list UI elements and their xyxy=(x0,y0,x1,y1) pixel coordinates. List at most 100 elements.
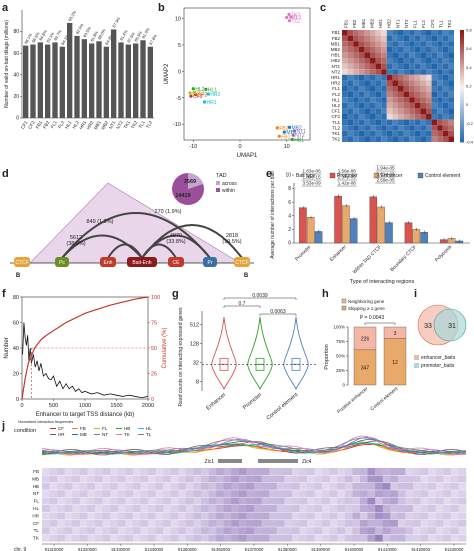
heatmap-cell xyxy=(448,136,454,142)
heatmap-cell xyxy=(375,534,384,542)
heatmap-cell xyxy=(364,46,370,53)
point xyxy=(282,130,286,134)
heatmap-cell xyxy=(431,86,438,92)
heatmap-cell xyxy=(448,35,454,42)
heatmap-cell xyxy=(276,505,285,512)
heatmap-cell xyxy=(238,512,247,520)
heatmap-cell xyxy=(299,512,308,520)
heatmap-cell xyxy=(352,497,361,505)
heatmap-cell xyxy=(344,482,353,490)
heatmap-cell xyxy=(442,114,449,120)
heatmap-cell xyxy=(431,58,438,64)
heatmap-cell xyxy=(95,497,103,505)
heatmap-cell xyxy=(291,490,300,498)
heatmap-cell xyxy=(448,102,454,109)
heatmap-cell xyxy=(276,497,285,505)
heatmap-cell xyxy=(358,91,365,98)
point-label: MB1 xyxy=(286,130,297,136)
y-axis-label: UMAP2 xyxy=(164,63,170,84)
bar xyxy=(118,42,124,118)
heatmap-cell xyxy=(246,490,255,498)
heatmap-cell xyxy=(178,497,187,505)
point-label: HB1 xyxy=(294,137,304,143)
row-label: TK xyxy=(33,536,40,541)
heatmap-cell xyxy=(238,490,247,498)
heatmap-cell xyxy=(420,534,429,542)
heatmap-cell xyxy=(398,91,404,98)
heatmap-cell xyxy=(276,534,285,542)
bar-data-label: 66.5% xyxy=(31,31,41,44)
heatmap-cell xyxy=(132,475,141,483)
heatmap-cell xyxy=(307,512,315,520)
heatmap-cell xyxy=(386,41,393,47)
heatmap-cell xyxy=(442,58,449,64)
heatmap-cell xyxy=(386,30,393,36)
heatmap-cell xyxy=(155,534,164,542)
legend-label: enhancer_baits xyxy=(421,355,456,361)
heatmap-cell xyxy=(140,505,149,512)
row-label: FB2 xyxy=(332,36,341,41)
heatmap-cell xyxy=(57,475,66,483)
heatmap-cell xyxy=(110,505,119,512)
heatmap-cell xyxy=(409,63,415,70)
heatmap-cell xyxy=(382,497,391,505)
heatmap-cell xyxy=(375,125,382,131)
bar xyxy=(314,231,323,244)
heatmap-cell xyxy=(443,497,452,505)
heatmap-cell xyxy=(347,52,354,58)
heatmap-cell xyxy=(450,475,459,483)
heatmap-cell xyxy=(299,527,308,535)
heatmap-cell xyxy=(170,519,179,527)
pvalue-label: 1.94e-05 xyxy=(376,166,395,171)
heatmap-cell xyxy=(347,136,354,142)
heatmap-cell xyxy=(352,512,361,520)
heatmap-cell xyxy=(269,482,278,490)
heatmap-cell xyxy=(443,468,452,475)
heatmap-cell xyxy=(364,130,370,137)
heatmap-cell xyxy=(342,108,348,114)
heatmap-cell xyxy=(381,114,387,120)
heatmap-cell xyxy=(442,69,449,75)
heatmap-cell xyxy=(231,512,240,520)
heatmap-cell xyxy=(57,534,66,542)
heatmap-cell xyxy=(72,482,81,490)
heatmap-cell xyxy=(435,527,444,535)
y-tick-label: 2 xyxy=(288,227,291,233)
heatmap-cell xyxy=(329,468,338,475)
heatmap-cell xyxy=(414,125,421,131)
heatmap-cell xyxy=(403,41,410,47)
heatmap-cell xyxy=(322,527,331,535)
heatmap-cell xyxy=(437,136,443,142)
bar xyxy=(59,46,65,118)
heatmap-cell xyxy=(413,512,421,520)
heatmap-cell xyxy=(276,468,285,475)
heatmap-cell xyxy=(358,46,365,53)
legend-label: TK xyxy=(124,432,130,437)
heatmap-cell xyxy=(413,475,421,483)
heatmap-cell xyxy=(386,63,393,70)
heatmap-cell xyxy=(155,475,164,483)
heatmap-cell xyxy=(72,519,81,527)
heatmap-cell xyxy=(392,86,398,92)
point-label: TL2 xyxy=(291,19,300,25)
point xyxy=(287,12,291,16)
x-tick-label: 91430000 xyxy=(445,547,464,551)
heatmap-cell xyxy=(443,527,452,535)
row-label: FL1 xyxy=(332,86,340,91)
heatmap-cell xyxy=(102,534,111,542)
heatmap-cell xyxy=(269,505,278,512)
heatmap-cell xyxy=(307,482,315,490)
colorbar-tick-label: -0.2 xyxy=(466,121,474,126)
heatmap-cell xyxy=(125,482,134,490)
heatmap-cell xyxy=(329,534,338,542)
heatmap-cell xyxy=(431,97,438,103)
heatmap-cell xyxy=(403,74,410,81)
heatmap-cell xyxy=(79,468,88,475)
bar-data-label: 63.7% xyxy=(53,29,63,42)
heatmap-cell xyxy=(140,490,149,498)
heatmap-cell xyxy=(458,497,467,505)
heatmap-cell xyxy=(358,30,365,36)
heatmap-cell xyxy=(367,482,376,490)
